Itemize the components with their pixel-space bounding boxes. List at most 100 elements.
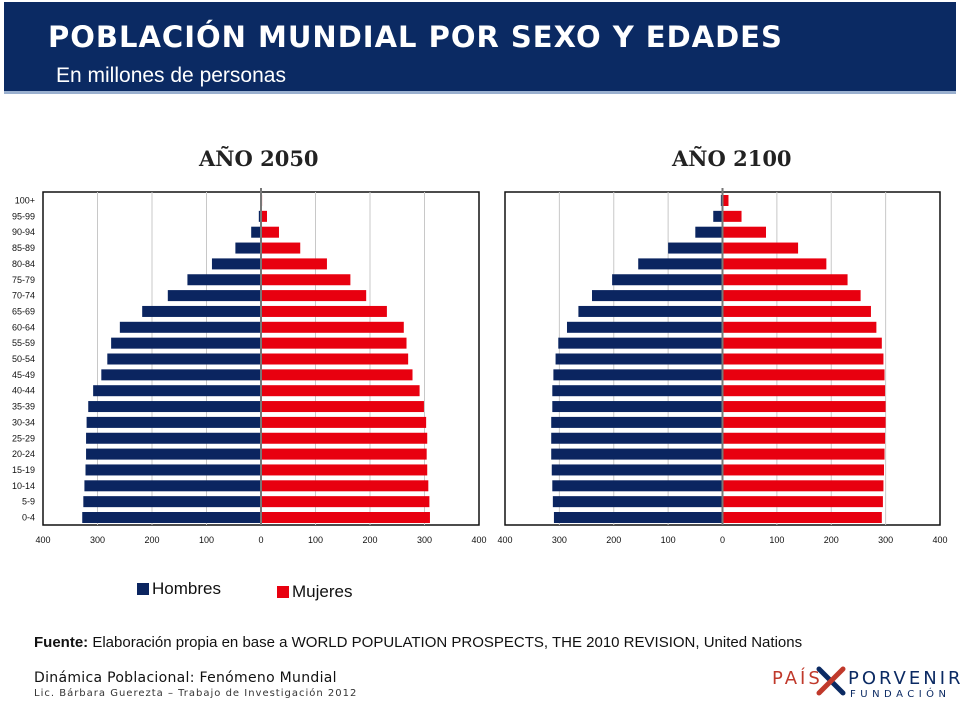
y-tick-label-2050: 0-4 <box>22 513 35 523</box>
bar-hombres-2050 <box>167 290 261 302</box>
bar-mujeres-2100 <box>722 464 884 476</box>
y-tick-label-2050: 25-29 <box>12 433 35 443</box>
bar-hombres-2050 <box>93 385 261 397</box>
y-tick-label-2050: 80-84 <box>12 259 35 269</box>
x-tick-label-2100: 400 <box>497 535 512 545</box>
x-tick-label-2050: 200 <box>144 535 159 545</box>
logo-word-pais: PAÍS <box>772 668 823 689</box>
bar-hombres-2050 <box>187 274 261 286</box>
bar-hombres-2100 <box>592 290 723 302</box>
bar-hombres-2100 <box>551 448 723 460</box>
bar-mujeres-2050 <box>261 401 424 413</box>
bar-hombres-2100 <box>551 432 723 444</box>
bar-hombres-2100 <box>553 512 723 523</box>
bar-hombres-2050 <box>107 353 261 365</box>
legend-label-hombres: Hombres <box>152 579 221 598</box>
bar-mujeres-2050 <box>261 480 429 492</box>
x-tick-label-2050: 100 <box>308 535 323 545</box>
bar-hombres-2050 <box>85 464 261 476</box>
chart-title-2050: AÑO 2050 <box>199 146 319 171</box>
bar-mujeres-2050 <box>261 512 430 523</box>
bar-mujeres-2050 <box>261 274 351 286</box>
y-tick-label-2050: 90-94 <box>12 227 35 237</box>
title-banner: POBLACIÓN MUNDIAL POR SEXO Y EDADES En m… <box>4 2 956 94</box>
x-tick-label-2100: 100 <box>769 535 784 545</box>
bar-hombres-2100 <box>552 385 723 397</box>
bar-hombres-2050 <box>88 401 261 413</box>
bar-mujeres-2100 <box>722 448 885 460</box>
y-tick-label-2050: 65-69 <box>12 306 35 316</box>
y-tick-label-2050: 40-44 <box>12 386 35 396</box>
bar-mujeres-2050 <box>261 385 420 397</box>
legend-swatch-mujeres <box>277 586 289 598</box>
bar-hombres-2050 <box>111 337 261 349</box>
bar-mujeres-2050 <box>261 226 279 238</box>
y-tick-label-2050: 5-9 <box>22 497 35 507</box>
page-subtitle: En millones de personas <box>56 64 286 87</box>
bar-mujeres-2100 <box>722 369 885 381</box>
x-tick-label-2100: 200 <box>824 535 839 545</box>
bar-mujeres-2100 <box>722 480 884 492</box>
bar-hombres-2100 <box>552 480 723 492</box>
bar-mujeres-2050 <box>261 369 413 381</box>
legend-item-hombres: Hombres <box>137 579 221 599</box>
page-title: POBLACIÓN MUNDIAL POR SEXO Y EDADES <box>48 20 783 54</box>
bar-hombres-2100 <box>552 401 723 413</box>
x-tick-label-2050: 400 <box>471 535 486 545</box>
bar-hombres-2050 <box>84 480 261 492</box>
bar-hombres-2050 <box>119 321 261 333</box>
pais-porvenir-logo: PAÍS PORVENIR FUNDACIÓN <box>770 666 960 706</box>
bar-hombres-2050 <box>86 432 262 444</box>
bar-hombres-2100 <box>612 274 723 286</box>
y-tick-label-2050: 45-49 <box>12 370 35 380</box>
bar-mujeres-2100 <box>722 385 886 397</box>
bar-mujeres-2050 <box>261 258 327 270</box>
x-tick-label-2050: 100 <box>199 535 214 545</box>
y-tick-label-2050: 60-64 <box>12 322 35 332</box>
y-tick-label-2050: 55-59 <box>12 338 35 348</box>
x-tick-label-2100: 400 <box>932 535 947 545</box>
bar-hombres-2100 <box>713 210 723 222</box>
x-tick-label-2100: 200 <box>606 535 621 545</box>
bar-mujeres-2100 <box>722 305 871 317</box>
bar-mujeres-2100 <box>722 195 729 206</box>
bar-hombres-2100 <box>638 258 723 270</box>
bar-hombres-2050 <box>251 226 261 238</box>
bar-mujeres-2050 <box>261 242 301 254</box>
logo-x-icon <box>816 666 846 696</box>
bar-mujeres-2050 <box>261 416 427 428</box>
bar-mujeres-2050 <box>261 464 428 476</box>
bar-hombres-2100 <box>555 353 723 365</box>
bar-hombres-2050 <box>211 258 261 270</box>
bar-hombres-2050 <box>142 305 261 317</box>
bar-mujeres-2050 <box>261 496 430 508</box>
bar-mujeres-2100 <box>722 210 742 222</box>
x-tick-label-2100: 300 <box>552 535 567 545</box>
x-tick-label-2100: 300 <box>878 535 893 545</box>
y-tick-label-2050: 10-14 <box>12 481 35 491</box>
bar-mujeres-2100 <box>722 321 877 333</box>
bar-hombres-2100 <box>566 321 723 333</box>
bar-mujeres-2100 <box>722 337 882 349</box>
bar-mujeres-2050 <box>261 337 407 349</box>
source-text: Elaboración propia en base a WORLD POPUL… <box>92 634 803 651</box>
bar-mujeres-2050 <box>261 290 367 302</box>
chart-title-2100: AÑO 2100 <box>672 146 792 171</box>
legend-swatch-hombres <box>137 583 149 595</box>
y-tick-label-2050: 100+ <box>15 196 35 206</box>
bar-mujeres-2050 <box>261 305 387 317</box>
bar-hombres-2100 <box>553 369 723 381</box>
bar-mujeres-2050 <box>261 448 427 460</box>
y-tick-label-2050: 20-24 <box>12 449 35 459</box>
logo-word-porvenir: PORVENIR <box>848 668 960 689</box>
x-tick-label-2100: 0 <box>720 535 725 545</box>
x-tick-label-2050: 0 <box>258 535 263 545</box>
y-tick-label-2050: 75-79 <box>12 275 35 285</box>
x-tick-label-2050: 300 <box>90 535 105 545</box>
bar-hombres-2050 <box>235 242 261 254</box>
bar-mujeres-2100 <box>722 432 886 444</box>
y-tick-label-2050: 85-89 <box>12 243 35 253</box>
bar-hombres-2100 <box>552 496 723 508</box>
bar-hombres-2100 <box>668 242 723 254</box>
bar-mujeres-2050 <box>261 321 404 333</box>
